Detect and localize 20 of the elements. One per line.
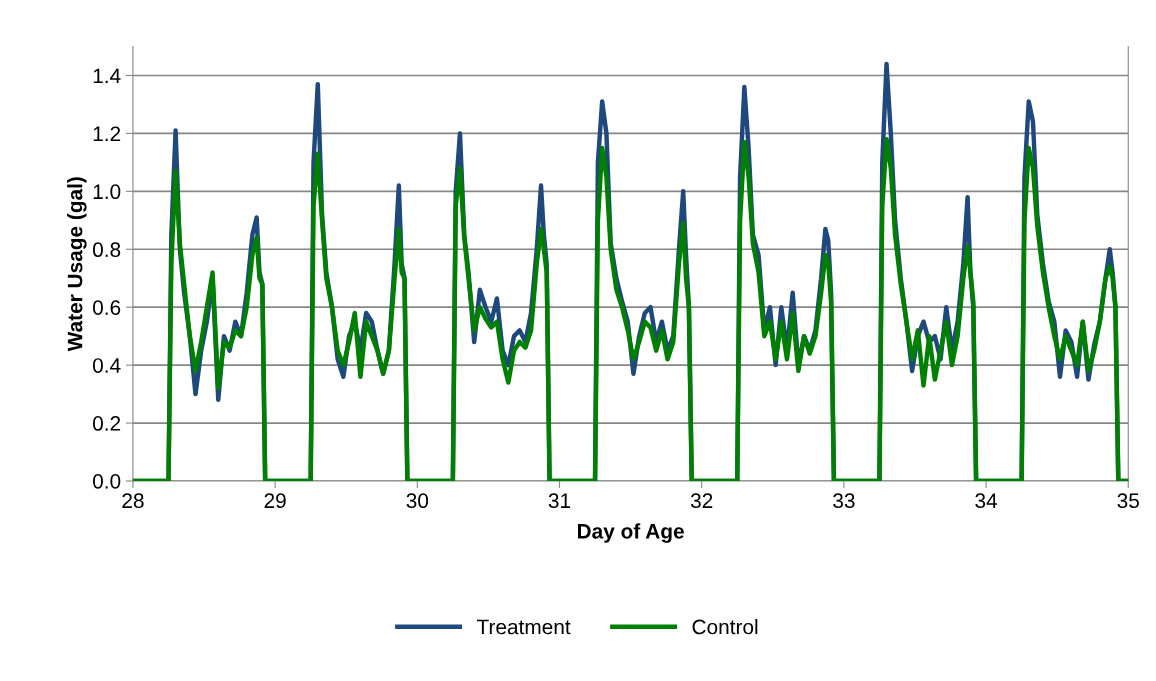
legend-label: Control xyxy=(692,618,758,635)
x-tick-label: 29 xyxy=(264,493,286,509)
x-axis-title: Day of Age xyxy=(577,523,684,543)
x-tick-label: 33 xyxy=(833,493,855,509)
y-tick-label: 1.4 xyxy=(93,68,121,84)
x-tick-label: 28 xyxy=(122,493,144,509)
x-tick-label: 32 xyxy=(690,493,713,509)
y-tick-label: 0.8 xyxy=(92,242,121,258)
y-tick-label: 1.0 xyxy=(93,184,121,200)
legend-label: Treatment xyxy=(476,619,571,635)
x-tick-label: 34 xyxy=(975,493,998,509)
y-tick-label: 0.2 xyxy=(92,416,121,431)
x-tick-label: 31 xyxy=(548,493,571,509)
x-tick-label: 30 xyxy=(406,493,429,509)
y-tick-label: 0.4 xyxy=(92,358,121,373)
x-tick-label: 35 xyxy=(1117,493,1139,509)
y-axis-title: Water Usage (gal) xyxy=(67,177,87,352)
y-tick-label: 1.2 xyxy=(93,126,121,141)
y-tick-label: 0.6 xyxy=(92,300,121,315)
y-tick-label: 0.0 xyxy=(92,473,121,489)
